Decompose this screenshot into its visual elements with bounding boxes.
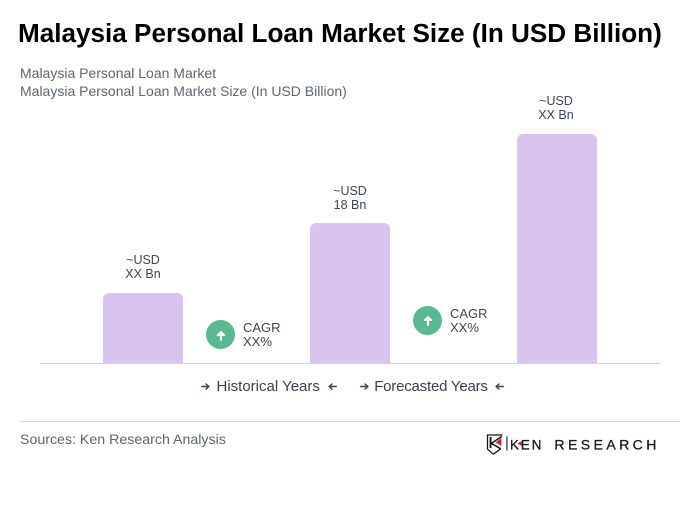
svg-text:RESEARCH: RESEARCH: [554, 436, 659, 452]
svg-text:KEN: KEN: [510, 436, 543, 452]
